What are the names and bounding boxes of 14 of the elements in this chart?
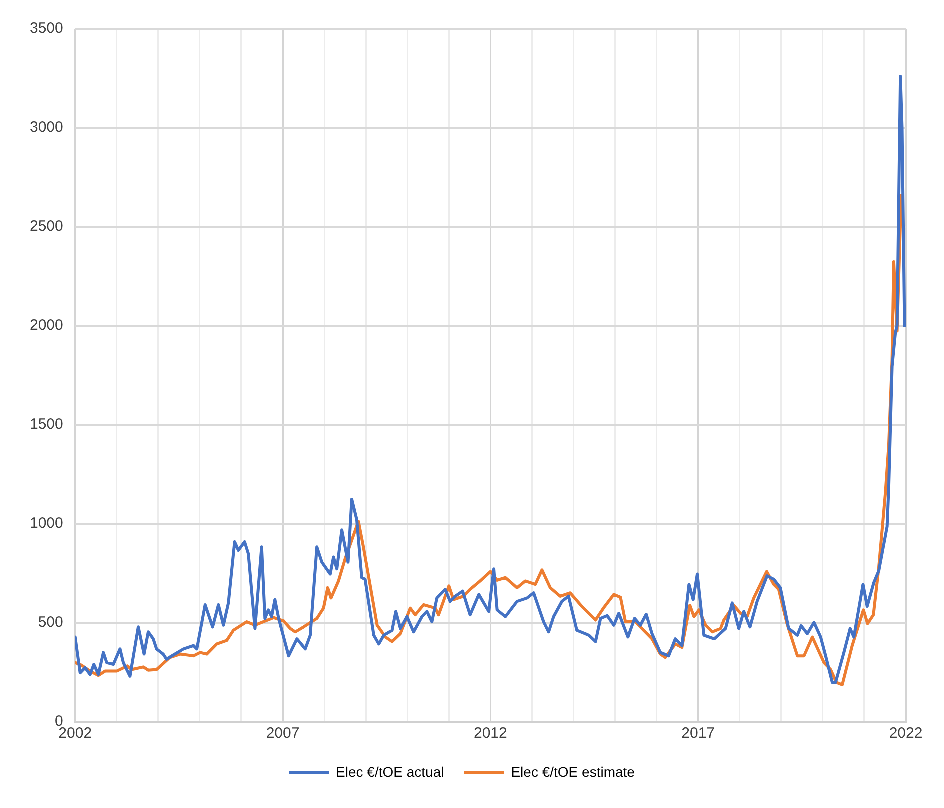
legend-label: Elec €/tOE estimate (511, 764, 636, 780)
x-tick-label: 2022 (889, 725, 923, 742)
y-tick-label: 3500 (30, 20, 64, 38)
x-tick-label: 2012 (474, 725, 508, 742)
y-tick-label: 1500 (30, 416, 64, 434)
y-tick-label: 500 (38, 614, 64, 632)
y-tick-label: 2000 (30, 317, 64, 334)
x-tick-label: 2002 (58, 725, 92, 742)
legend-label: Elec €/tOE actual (336, 764, 444, 780)
y-tick-label: 3000 (30, 119, 64, 136)
x-tick-label: 2007 (266, 725, 300, 742)
y-tick-label: 1000 (30, 515, 64, 532)
x-tick-label: 2017 (682, 725, 716, 742)
y-tick-label: 2500 (30, 218, 64, 236)
